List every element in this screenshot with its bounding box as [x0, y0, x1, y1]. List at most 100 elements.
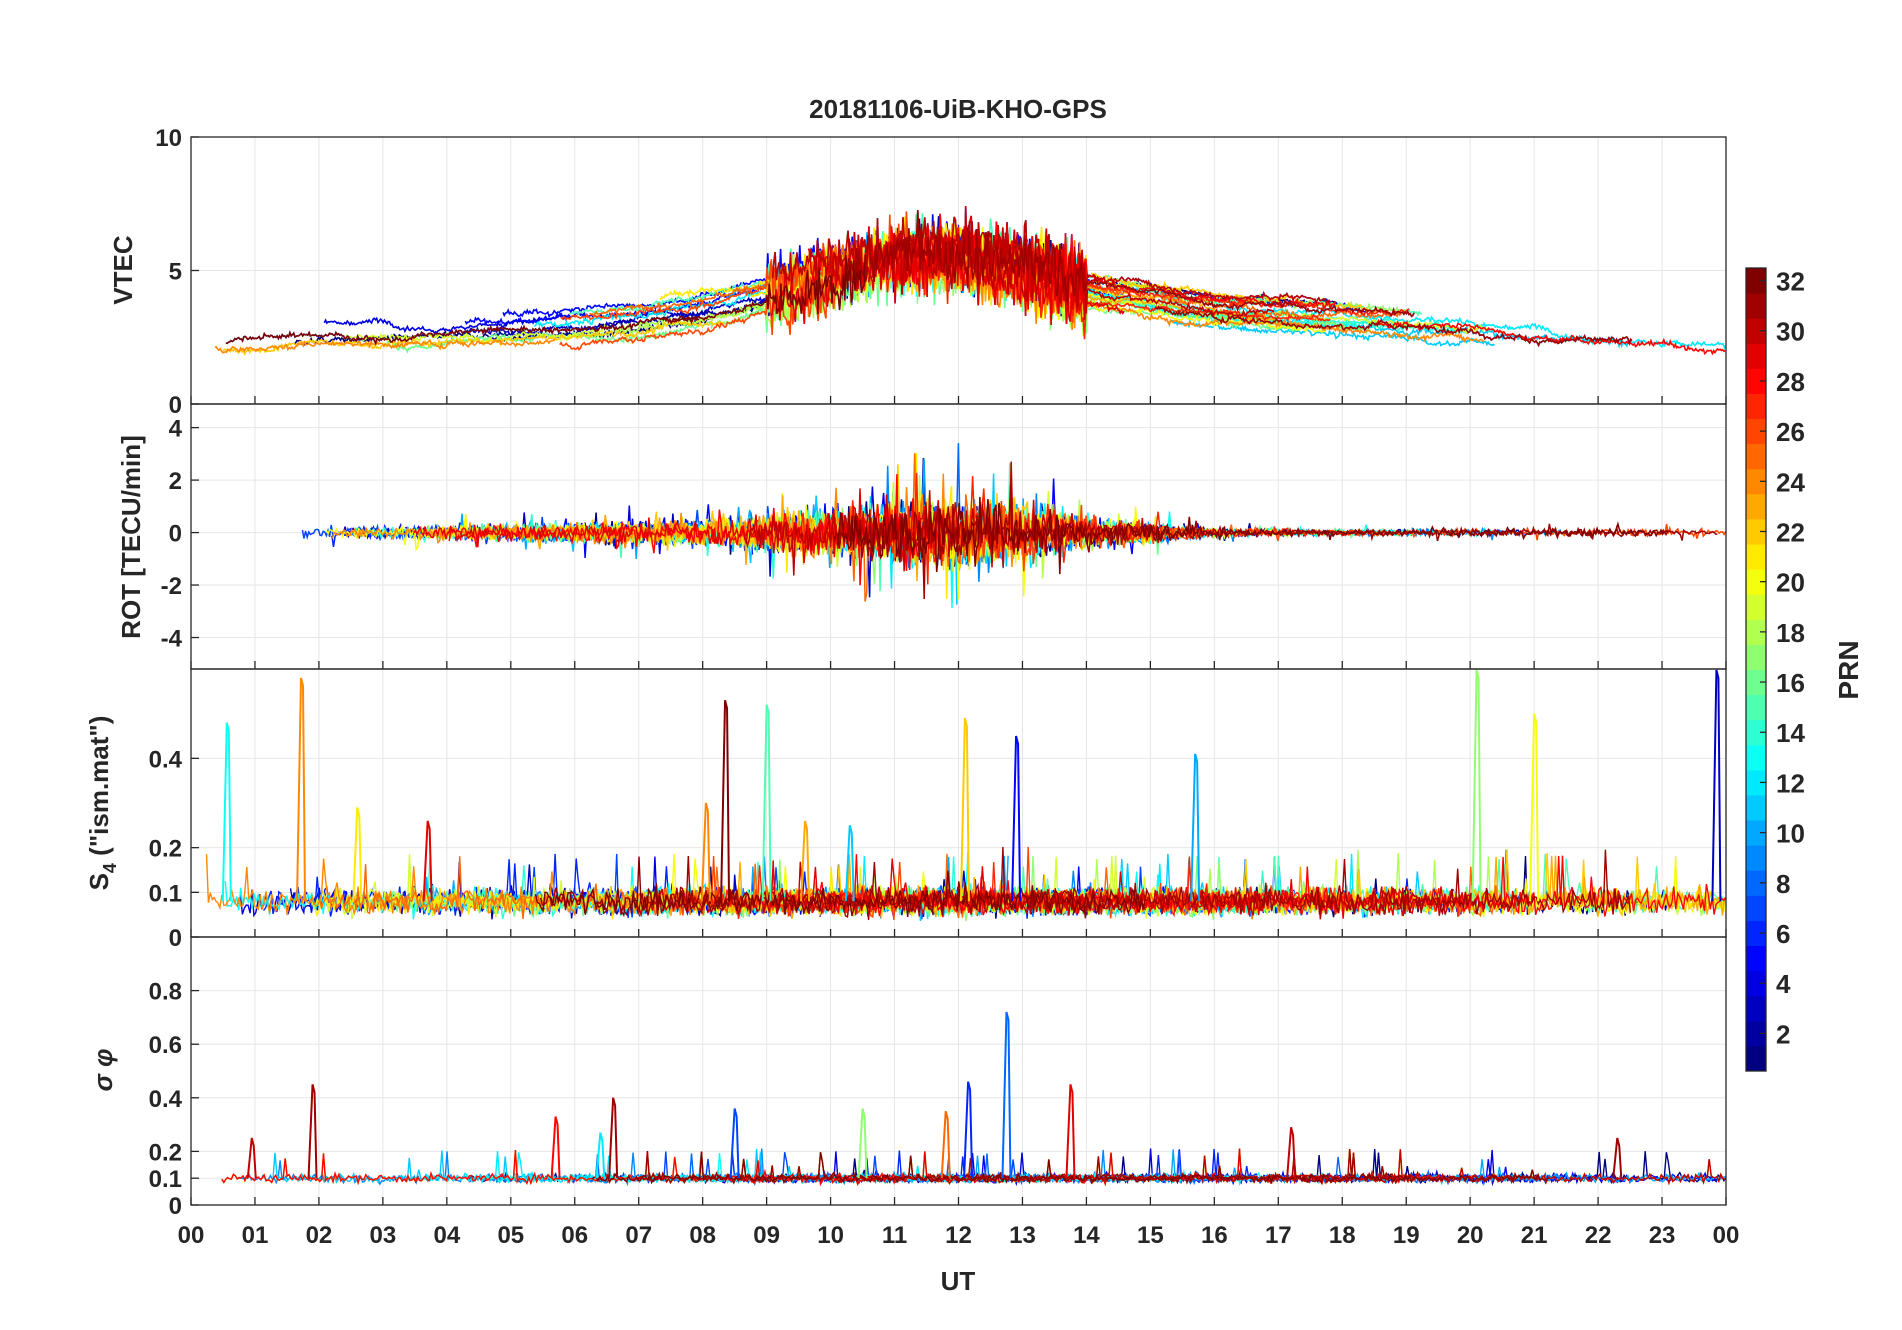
x-tick-label: 06: [561, 1222, 588, 1249]
sigma-phi-lines: [221, 1011, 1727, 1187]
vtec-series-prn-32: [225, 315, 700, 346]
colorbar-tick-label: 12: [1776, 768, 1805, 798]
rot-ytick-label: -2: [161, 573, 182, 600]
x-tick-label: 03: [370, 1222, 397, 1249]
x-axis-label: UT: [941, 1266, 976, 1296]
colorbar-cell: [1746, 468, 1766, 495]
rot-ytick-label: 2: [169, 468, 182, 495]
vtec-series-prn-24: [214, 338, 556, 354]
colorbar-cell: [1746, 719, 1766, 746]
colorbar-cell: [1746, 820, 1766, 846]
rot-series-prn-29: [413, 488, 943, 564]
colorbar-cell: [1746, 268, 1766, 294]
x-tick-label: 18: [1329, 1222, 1356, 1249]
colorbar-tick-label: 8: [1776, 869, 1790, 899]
sigma-phi-spike: [1612, 1137, 1623, 1179]
x-tick-label: 16: [1201, 1222, 1228, 1249]
sigma-phi-series-prn-32: [591, 1151, 1550, 1185]
vtec-series-prn-22: [222, 319, 725, 356]
s4-lines: [205, 669, 1727, 922]
s4-spike: [959, 717, 970, 902]
colorbar-cell: [1746, 318, 1766, 344]
sigma-phi-spike: [963, 1081, 974, 1179]
colorbar-cell: [1746, 895, 1766, 921]
x-tick-label: 13: [1009, 1222, 1036, 1249]
sigma-ytick-label: 0.4: [149, 1086, 183, 1113]
colorbar-cell: [1746, 393, 1766, 420]
sigma-phi-spike: [608, 1097, 619, 1179]
sigma-phi-spike: [246, 1137, 257, 1179]
colorbar-cell: [1746, 594, 1766, 620]
colorbar-cell: [1746, 443, 1766, 470]
colorbar-cell: [1746, 644, 1766, 670]
s4-spike: [844, 825, 855, 902]
vtec-series-prn-31: [1154, 305, 1633, 348]
x-tick-label: 00: [1713, 1222, 1740, 1249]
colorbar-cell: [1746, 493, 1766, 520]
colorbar-cell: [1746, 845, 1766, 871]
colorbar-cell: [1746, 694, 1766, 721]
vtec-series-prn-27: [1058, 243, 1410, 317]
vtec-series-prn-32: [671, 254, 866, 323]
vtec-ylabel: VTEC: [108, 235, 138, 305]
colorbar-cell: [1746, 970, 1766, 997]
vtec-series-prn-26: [559, 278, 837, 351]
s4-ylabel-main: S: [84, 873, 114, 890]
figure-title: 20181106-UiB-KHO-GPS: [809, 94, 1107, 124]
rot-panel: -4 -2 0 2 4 ROT [TECU/min]: [116, 403, 1727, 670]
vtec-ytick-label: 10: [155, 125, 182, 152]
vtec-series-prn-31: [846, 209, 1415, 318]
x-tick-label: 00: [178, 1222, 205, 1249]
s4-spike: [352, 807, 363, 902]
colorbar-tick-label: 6: [1776, 919, 1790, 949]
colorbar-cell: [1746, 669, 1766, 696]
s4-spike: [1190, 753, 1201, 902]
sigma-phi-spike: [307, 1084, 318, 1179]
x-tick-label: 17: [1265, 1222, 1292, 1249]
colorbar-cell: [1746, 293, 1766, 319]
colorbar-cells: [1746, 268, 1766, 1072]
colorbar-tick-label: 20: [1776, 568, 1805, 598]
s4-ylabel-tail: ("ism.mat"): [84, 716, 114, 863]
x-tick-label: 09: [753, 1222, 780, 1249]
s4-series-prn-31: [539, 846, 1632, 921]
x-tick-label: 01: [242, 1222, 269, 1249]
s4-spike: [1529, 713, 1540, 902]
vtec-ytick-label: 0: [169, 392, 182, 419]
sigma-ytick-label: 0.6: [149, 1032, 182, 1059]
s4-y-ticks: 0 0.1 0.2 0.4: [149, 746, 199, 952]
x-tick-label: 02: [306, 1222, 333, 1249]
s4-ytick-label: 0.2: [149, 836, 182, 863]
x-tick-label: 04: [433, 1222, 460, 1249]
colorbar-cell: [1746, 945, 1766, 972]
vtec-y-ticks: 0 5 10: [155, 125, 199, 419]
s4-spike: [761, 704, 772, 902]
colorbar-cell: [1746, 744, 1766, 771]
colorbar-cell: [1746, 518, 1766, 545]
rot-y-ticks: -4 -2 0 2 4: [161, 416, 199, 653]
s4-spike: [422, 820, 433, 902]
x-tick-label: 07: [625, 1222, 652, 1249]
x-tick-label: 19: [1393, 1222, 1420, 1249]
sigma-phi-spike: [857, 1108, 868, 1179]
colorbar-label: PRN: [1833, 640, 1864, 699]
vtec-series-prn-11: [1166, 319, 1496, 347]
colorbar-cell: [1746, 343, 1766, 369]
rot-ytick-label: 4: [169, 416, 183, 443]
sigma-ytick-label: 0.8: [149, 979, 182, 1006]
colorbar-tick-label: 32: [1776, 267, 1805, 297]
colorbar-cell: [1746, 544, 1766, 570]
sigma-phi-spike: [595, 1132, 606, 1179]
s4-spike: [1711, 669, 1722, 902]
x-tick-label: 12: [945, 1222, 972, 1249]
s4-spike: [720, 700, 731, 902]
colorbar-cell: [1746, 418, 1766, 445]
s4-spike: [800, 820, 810, 902]
sigma-phi-spike: [729, 1108, 740, 1179]
colorbar-tick-label: 30: [1776, 317, 1805, 347]
s4-spike: [1471, 669, 1482, 902]
vtec-lines: [214, 205, 1727, 356]
colorbar-tick-label: 16: [1776, 668, 1805, 698]
